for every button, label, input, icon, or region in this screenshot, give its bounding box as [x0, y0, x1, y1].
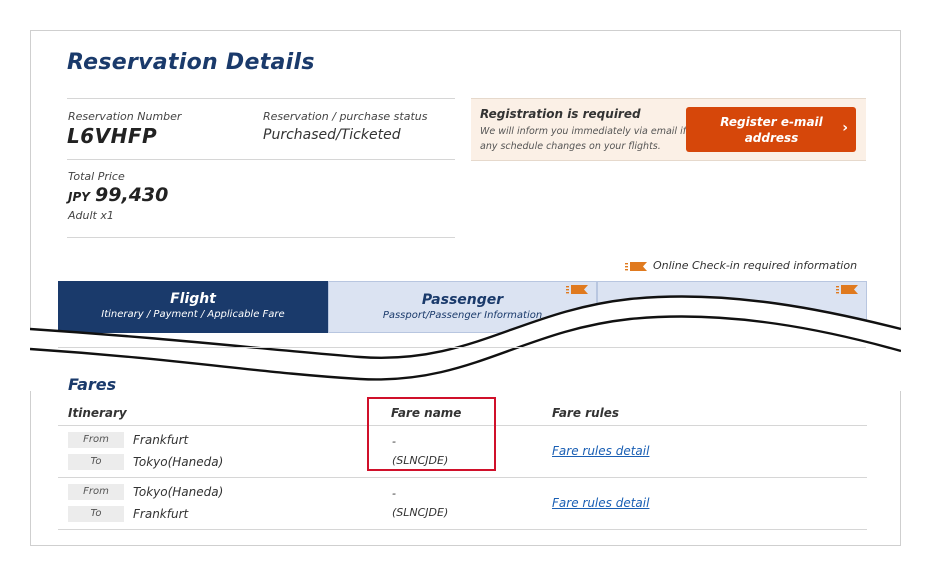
origin-city: Frankfurt — [133, 433, 189, 447]
origin-city: Tokyo(Haneda) — [133, 485, 224, 499]
tab-flight-subtitle: Itinerary / Payment / Applicable Fare — [101, 309, 285, 320]
tab-passenger-title: Passenger — [421, 292, 504, 308]
register-email-button[interactable]: Register e-mail address › — [686, 107, 856, 152]
fare-code: (SLNCJDE) — [392, 454, 449, 467]
status-label: Reservation / purchase status — [263, 110, 428, 123]
destination-city: Frankfurt — [133, 507, 189, 521]
passenger-count: Adult x1 — [68, 209, 114, 222]
total-price: JPY 99,430 — [68, 184, 168, 206]
price-amount: 99,430 — [95, 184, 169, 206]
registration-description: We will inform you immediately via email… — [480, 126, 687, 152]
page-title: Reservation Details — [67, 50, 315, 75]
divider — [58, 347, 866, 348]
fare-rules-link[interactable]: Fare rules detail — [552, 496, 650, 510]
divider — [67, 159, 455, 160]
registration-title: Registration is required — [480, 107, 641, 121]
fares-title: Fares — [68, 375, 117, 394]
register-email-label: Register e-mail address — [720, 115, 823, 145]
header-fare-name: Fare name — [391, 406, 462, 420]
to-label: To — [68, 454, 124, 470]
fare-name: - — [392, 435, 396, 448]
reservation-number-label: Reservation Number — [68, 110, 182, 123]
fare-code: (SLNCJDE) — [392, 506, 449, 519]
tab-passenger-subtitle: Passport/Passenger Information — [382, 310, 543, 321]
status-value: Purchased/Ticketed — [263, 127, 401, 143]
reservation-number: L6VHFP — [67, 124, 158, 148]
divider — [58, 425, 867, 426]
divider — [67, 237, 455, 238]
flag-icon — [625, 261, 647, 271]
flag-icon — [836, 285, 858, 294]
total-price-label: Total Price — [68, 170, 125, 183]
divider — [58, 529, 867, 530]
tab-flight[interactable]: Flight Itinerary / Payment / Applicable … — [58, 281, 328, 333]
divider — [58, 477, 867, 478]
fare-name-highlight — [367, 397, 496, 471]
chevron-right-icon: › — [842, 120, 848, 136]
from-label: From — [68, 432, 124, 448]
reservation-panel: Reservation Details Reservation Number L… — [30, 30, 901, 546]
registration-notice: Registration is required We will inform … — [471, 98, 866, 161]
fare-name: - — [392, 487, 396, 500]
header-itinerary: Itinerary — [68, 406, 127, 420]
checkin-note-text: Online Check-in required information — [653, 259, 858, 272]
to-label: To — [68, 506, 124, 522]
destination-city: Tokyo(Haneda) — [133, 455, 224, 469]
flag-icon — [566, 285, 588, 294]
divider — [67, 98, 455, 99]
tab-flight-title: Flight — [170, 291, 216, 307]
header-fare-rules: Fare rules — [552, 406, 620, 420]
price-currency: JPY — [68, 190, 90, 204]
checkin-note: Online Check-in required information — [625, 259, 857, 272]
page-break-wave — [30, 295, 901, 391]
fare-rules-link[interactable]: Fare rules detail — [552, 444, 650, 458]
from-label: From — [68, 484, 124, 500]
